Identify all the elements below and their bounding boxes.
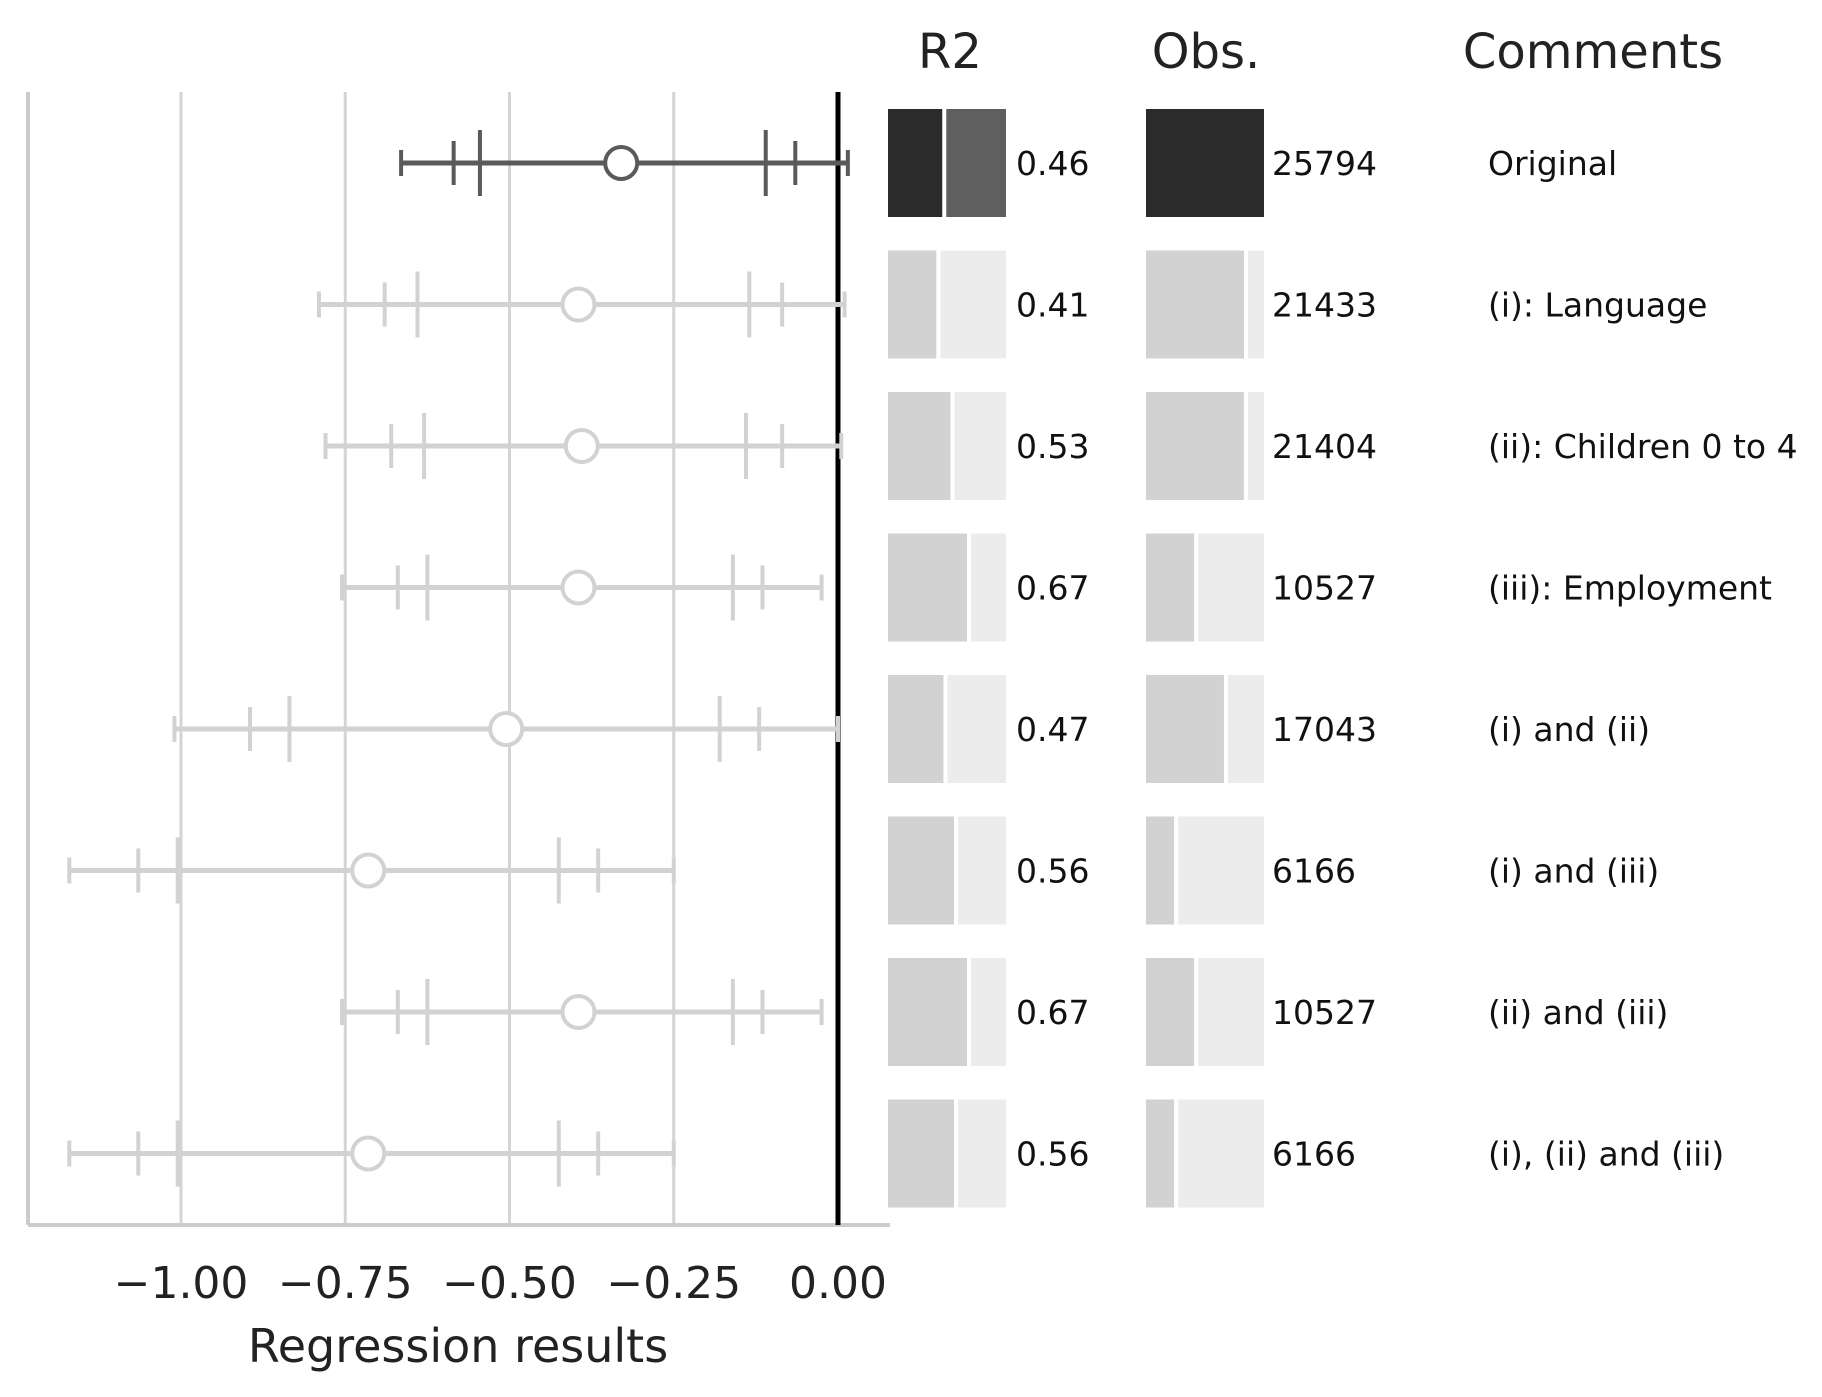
row-comment: (ii): Children 0 to 4 [1488, 427, 1798, 466]
r2-value-label: 0.47 [1016, 710, 1089, 749]
estimate-row [67, 1120, 676, 1187]
r2-value-label: 0.53 [1016, 427, 1089, 466]
row-comment: (iii): Employment [1488, 569, 1772, 608]
obs-bar-fill [1146, 392, 1244, 500]
x-tick-label: −1.00 [114, 1258, 249, 1309]
row-comment: Original [1488, 144, 1617, 183]
r2-value-label: 0.56 [1016, 852, 1089, 891]
estimate-row [67, 837, 676, 904]
r2-bar-fill [888, 109, 943, 217]
point-estimate-marker [603, 145, 640, 181]
obs-bar-fill [1146, 958, 1195, 1066]
obs-column-header: Obs. [1152, 24, 1261, 80]
obs-value-label: 10527 [1272, 569, 1377, 608]
estimate-row [399, 130, 850, 196]
x-axis: −1.00 −0.75 −0.50 −0.25 0.00 [26, 92, 890, 1309]
obs-bar-fill [1146, 675, 1224, 783]
estimate-rows [67, 92, 850, 1225]
r2-column-header: R2 [918, 24, 982, 80]
row-comment: (i) and (iii) [1488, 852, 1659, 891]
row-comment: (i) and (ii) [1488, 710, 1650, 749]
x-tick-label: −0.75 [278, 1258, 413, 1309]
point-estimate-marker [563, 428, 600, 464]
point-estimate-marker [350, 852, 387, 889]
obs-value-label: 17043 [1272, 710, 1377, 749]
obs-value-label: 21433 [1272, 286, 1377, 325]
obs-bar-fill [1146, 1099, 1175, 1208]
obs-value-label: 6166 [1272, 852, 1356, 891]
r2-bar-fill [888, 533, 968, 642]
obs-value-label: 6166 [1272, 1135, 1356, 1174]
estimate-row [172, 696, 840, 762]
obs-value-label: 21404 [1272, 427, 1377, 466]
x-axis-label: Regression results [248, 1319, 668, 1373]
r2-value-label: 0.67 [1016, 569, 1089, 608]
r2-bar-fill [888, 392, 951, 500]
estimate-row [323, 413, 844, 479]
row-comment: (i), (ii) and (iii) [1488, 1135, 1724, 1174]
point-estimate-marker [560, 569, 597, 606]
gridlines [179, 92, 676, 1225]
r2-bar-fill [888, 675, 944, 783]
r2-bar-fill [888, 958, 968, 1066]
estimate-row [316, 271, 847, 338]
obs-bar-fill [1146, 250, 1245, 359]
obs-bar-fill [1146, 109, 1264, 217]
r2-value-label: 0.56 [1016, 1135, 1089, 1174]
estimate-row [339, 979, 824, 1045]
row-comment: (i): Language [1488, 286, 1707, 325]
comments-column-header: Comments [1463, 24, 1723, 80]
row-comment: (ii) and (iii) [1488, 993, 1668, 1032]
r2-bar-fill [888, 1099, 955, 1208]
x-tick-label: −0.50 [442, 1258, 577, 1309]
obs-value-label: 10527 [1272, 993, 1377, 1032]
obs-bar-fill [1146, 816, 1175, 925]
results-table: R2 Obs. Comments Regression results 0.46… [248, 24, 1798, 1373]
r2-value-label: 0.46 [1016, 144, 1089, 183]
point-estimate-marker [560, 286, 597, 323]
point-estimate-marker [350, 1135, 387, 1172]
obs-bar-fill [1146, 533, 1195, 642]
x-tick-label: 0.00 [789, 1258, 887, 1309]
r2-value-label: 0.67 [1016, 993, 1089, 1032]
obs-value-label: 25794 [1272, 144, 1377, 183]
estimate-row [339, 554, 824, 621]
x-tick-label: −0.25 [606, 1258, 741, 1309]
r2-value-label: 0.41 [1016, 286, 1089, 325]
r2-bar-fill [888, 250, 937, 359]
point-estimate-marker [560, 994, 597, 1030]
r2-bar-fill [888, 816, 955, 925]
point-estimate-marker [488, 711, 525, 747]
